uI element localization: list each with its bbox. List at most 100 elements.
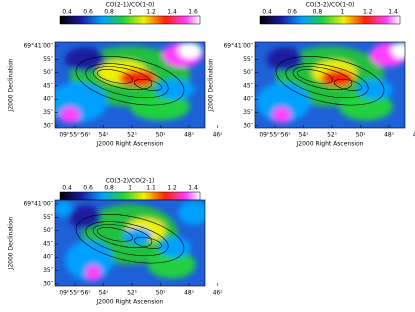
colorbar-tick-label: 0.6 <box>83 9 93 16</box>
x-tick-label: 50ˢ <box>156 132 166 139</box>
x-tick-label: 46ˢ <box>413 132 415 139</box>
map-blobs <box>55 42 203 124</box>
map-blob <box>119 70 156 87</box>
contour <box>92 224 153 249</box>
x-tick-label: 09ʰ55ᵐ56ˢ <box>59 132 90 139</box>
x-tick-label: 52ˢ <box>127 290 137 297</box>
colorbar-title: CO(3-2)/CO(1-0) <box>306 2 355 9</box>
colorbar-tick-label: 0.4 <box>262 9 272 16</box>
map-blob <box>267 47 303 72</box>
colorbar-tick-label: 1.2 <box>167 185 177 192</box>
map-blob <box>178 42 202 59</box>
contour <box>275 56 385 106</box>
x-tick-label: 48ˢ <box>184 132 194 139</box>
colorbar-tick-label: 0.4 <box>62 9 72 16</box>
map-blob <box>321 70 354 87</box>
y-tick-label: 45″ <box>43 82 54 89</box>
x-axis-label: J2000 Right Ascension <box>96 299 164 306</box>
map-blob <box>147 250 196 279</box>
y-tick-label: 69°41′00″ <box>223 43 253 50</box>
colorbar-title: CO(3-2)/CO(2-1) <box>106 178 155 185</box>
x-tick-label: 09ʰ55ᵐ56ˢ <box>59 290 90 297</box>
y-tick-label: 50″ <box>243 69 254 76</box>
y-axis-label: J2000 Declination <box>208 58 215 112</box>
colorbar-tick-label: 1 <box>128 9 132 16</box>
y-axis-label: J2000 Declination <box>8 58 15 112</box>
y-tick-label: 55″ <box>43 56 54 63</box>
map-blob <box>178 200 205 225</box>
y-tick-label: 35″ <box>243 109 254 116</box>
y-tick-label: 69°41′00″ <box>23 201 53 208</box>
map-blob <box>357 79 393 100</box>
colorbar-tick-label: 0.4 <box>62 185 72 192</box>
x-tick-label: 54ˢ <box>99 290 109 297</box>
map-blob <box>130 92 190 121</box>
colorbar-tick-label: 1.2 <box>146 9 156 16</box>
y-tick-label: 45″ <box>243 82 254 89</box>
contour <box>285 63 369 99</box>
contour <box>92 66 153 91</box>
colorbar <box>59 15 201 25</box>
colorbar-tick-label: 0.8 <box>104 185 114 192</box>
contour <box>75 56 185 106</box>
contour <box>85 63 169 99</box>
x-tick-label: 50ˢ <box>156 290 166 297</box>
map-blobs <box>256 42 405 124</box>
x-tick-label: 52ˢ <box>327 132 337 139</box>
y-tick-label: 30″ <box>43 280 54 287</box>
x-tick-label: 48ˢ <box>184 290 194 297</box>
x-axis-label: J2000 Right Ascension <box>96 141 164 148</box>
y-tick-label: 35″ <box>43 109 54 116</box>
y-tick-label: 50″ <box>43 227 54 234</box>
contour <box>133 237 163 249</box>
x-tick-label: 46ˢ <box>213 290 223 297</box>
y-tick-label: 30″ <box>243 122 254 129</box>
contour <box>97 69 133 84</box>
y-tick-label: 40″ <box>243 96 254 103</box>
x-tick-label: 48ˢ <box>384 132 394 139</box>
x-tick-label: 52ˢ <box>127 132 137 139</box>
map <box>55 200 205 286</box>
map-blob <box>338 92 393 121</box>
colorbar <box>259 15 401 25</box>
map-frame <box>254 41 406 129</box>
colorbar-tick-label: 0.6 <box>287 9 297 16</box>
contour <box>97 227 133 242</box>
contour <box>75 214 185 264</box>
y-axis-label: J2000 Declination <box>8 216 15 270</box>
colorbar-tick-label: 1.6 <box>188 9 198 16</box>
y-tick-label: 50″ <box>43 69 54 76</box>
y-tick-label: 55″ <box>243 56 254 63</box>
contour <box>85 221 169 257</box>
colorbar-tick-label: 0.6 <box>83 185 93 192</box>
x-tick-label: 54ˢ <box>299 132 309 139</box>
y-tick-label: 30″ <box>43 122 54 129</box>
contour <box>297 69 333 84</box>
colorbar-title: CO(2-1)/CO(1-0) <box>106 2 155 9</box>
y-tick-label: 40″ <box>43 96 54 103</box>
map <box>55 42 205 128</box>
map-blob <box>65 240 114 281</box>
colorbar-tick-label: 0.8 <box>313 9 323 16</box>
map-blob <box>55 200 73 217</box>
map-frame <box>54 199 206 287</box>
y-tick-label: 35″ <box>43 267 54 274</box>
colorbar-tick-label: 1.1 <box>146 185 156 192</box>
map-blob <box>256 82 311 123</box>
colorbar-tick-label: 1 <box>341 9 345 16</box>
map-blob <box>272 107 291 124</box>
contour <box>133 79 163 91</box>
map <box>255 42 405 128</box>
map-blob <box>69 205 101 230</box>
contour <box>292 66 353 91</box>
map-blob <box>155 79 195 100</box>
colorbar <box>59 191 201 201</box>
x-tick-label: 46ˢ <box>213 132 223 139</box>
y-tick-label: 45″ <box>43 240 54 247</box>
y-tick-label: 40″ <box>43 254 54 261</box>
y-tick-label: 55″ <box>43 214 54 221</box>
contour <box>333 79 363 91</box>
map-blob <box>159 237 191 258</box>
x-tick-label: 54ˢ <box>99 132 109 139</box>
